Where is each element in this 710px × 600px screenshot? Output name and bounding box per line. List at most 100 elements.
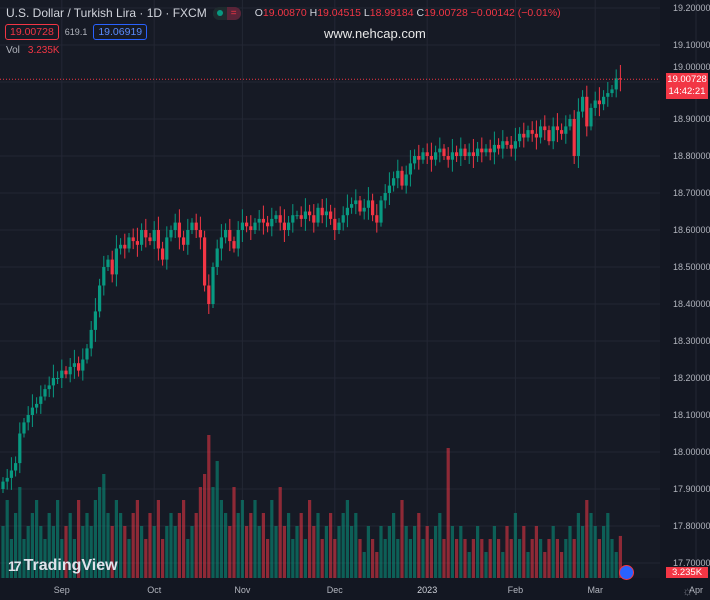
volume-bar bbox=[446, 448, 450, 578]
volume-bars bbox=[1, 435, 622, 578]
candle-body bbox=[555, 126, 559, 131]
candle-body bbox=[43, 389, 47, 397]
time-tick-label: Nov bbox=[234, 585, 251, 595]
candle-body bbox=[324, 211, 328, 216]
volume-bar bbox=[43, 539, 47, 578]
volume-bar bbox=[249, 513, 253, 578]
candle-body bbox=[455, 152, 459, 156]
time-axis[interactable]: Sep Oct Nov Dec 2023 Feb Mar Apr bbox=[54, 585, 703, 595]
volume-bar bbox=[354, 513, 358, 578]
volume-bar bbox=[526, 552, 530, 578]
candle-body bbox=[123, 244, 127, 249]
price-axis[interactable]: 19.20000 19.10000 19.00000 18.90000 18.80000… bbox=[673, 3, 710, 568]
volume-bar bbox=[497, 539, 501, 578]
buy-button[interactable]: 19.06919 bbox=[93, 24, 148, 40]
volume-bar bbox=[505, 526, 509, 578]
price-tick-label: 17.70000 bbox=[673, 558, 710, 568]
spread-value: 619.1 bbox=[64, 27, 88, 37]
candle-body bbox=[5, 477, 9, 482]
volume-bar bbox=[438, 513, 442, 578]
candle-body bbox=[450, 152, 454, 160]
volume-bar bbox=[39, 526, 43, 578]
candle-body bbox=[602, 96, 606, 105]
volume-bar bbox=[492, 526, 496, 578]
volume-bar bbox=[568, 526, 572, 578]
volume-bar bbox=[560, 552, 564, 578]
candle-body bbox=[383, 193, 387, 201]
volume-bar bbox=[198, 487, 202, 578]
candle-body bbox=[526, 130, 530, 138]
us-flag-event-icon[interactable] bbox=[619, 565, 634, 580]
volume-bar bbox=[379, 526, 383, 578]
price-tick-label: 18.10000 bbox=[673, 410, 710, 420]
candle-body bbox=[400, 170, 404, 186]
tradingview-logo[interactable]: 17 TradingView bbox=[8, 557, 118, 575]
candle-body bbox=[560, 130, 564, 134]
candle-body bbox=[341, 215, 345, 223]
volume-bar bbox=[131, 513, 135, 578]
volume-bar bbox=[173, 526, 177, 578]
volume-bar bbox=[434, 526, 438, 578]
volume-bar bbox=[207, 435, 211, 578]
candle-body bbox=[446, 156, 450, 160]
volume-bar bbox=[316, 513, 320, 578]
volume-bar bbox=[228, 526, 232, 578]
candle-body bbox=[98, 285, 102, 312]
volume-bar bbox=[274, 526, 278, 578]
volume-bar bbox=[534, 526, 538, 578]
candle-body bbox=[618, 78, 622, 80]
market-status-pill[interactable]: = bbox=[212, 6, 241, 20]
candle-body bbox=[182, 237, 186, 245]
volume-bar bbox=[270, 500, 274, 578]
candle-body bbox=[110, 259, 114, 275]
candle-body bbox=[135, 241, 139, 245]
tradingview-logo-icon: 17 bbox=[8, 558, 22, 574]
candle-body bbox=[497, 144, 501, 149]
sell-button[interactable]: 19.00728 bbox=[5, 24, 59, 40]
volume-bar bbox=[358, 539, 362, 578]
candle-body bbox=[14, 463, 18, 471]
volume-bar bbox=[240, 500, 244, 578]
volume-bar bbox=[450, 526, 454, 578]
volume-bar bbox=[161, 539, 165, 578]
candle-body bbox=[576, 111, 580, 156]
candle-body bbox=[291, 215, 295, 223]
volume-bar bbox=[396, 539, 400, 578]
candle-body bbox=[354, 200, 358, 205]
volume-bar bbox=[501, 552, 505, 578]
candle-body bbox=[228, 230, 232, 242]
price-tick-label: 19.20000 bbox=[673, 3, 710, 13]
settings-gear-icon[interactable]: ☼ bbox=[682, 584, 693, 598]
volume-bar bbox=[518, 539, 522, 578]
candle-body bbox=[270, 218, 274, 227]
candle-body bbox=[333, 218, 337, 230]
price-tick-label: 18.80000 bbox=[673, 151, 710, 161]
candle-body bbox=[173, 222, 177, 230]
symbol-title[interactable]: U.S. Dollar / Turkish Lira · 1D · FXCM bbox=[6, 6, 207, 20]
volume-bar bbox=[51, 526, 55, 578]
candle-body bbox=[77, 363, 81, 371]
volume-bar bbox=[421, 539, 425, 578]
candle-body bbox=[232, 241, 236, 249]
candle-body bbox=[156, 230, 160, 249]
candle-body bbox=[1, 481, 5, 489]
volume-bar bbox=[190, 526, 194, 578]
candle-body bbox=[518, 133, 522, 142]
price-tick-label: 19.00000 bbox=[673, 62, 710, 72]
volume-bar bbox=[102, 474, 106, 578]
candle-body bbox=[152, 230, 156, 242]
candle-body bbox=[379, 200, 383, 223]
volume-bar bbox=[219, 500, 223, 578]
candle-body bbox=[329, 211, 333, 219]
volume-legend[interactable]: Vol 3.235K bbox=[6, 45, 60, 56]
volume-axis-label: 3.235K bbox=[666, 567, 708, 578]
candle-body bbox=[257, 218, 261, 223]
volume-bar bbox=[417, 513, 421, 578]
bar-countdown: 14:42:21 bbox=[668, 86, 706, 97]
volume-bar bbox=[169, 513, 173, 578]
volume-bar bbox=[165, 526, 169, 578]
volume-bar bbox=[123, 526, 127, 578]
volume-bar bbox=[539, 539, 543, 578]
